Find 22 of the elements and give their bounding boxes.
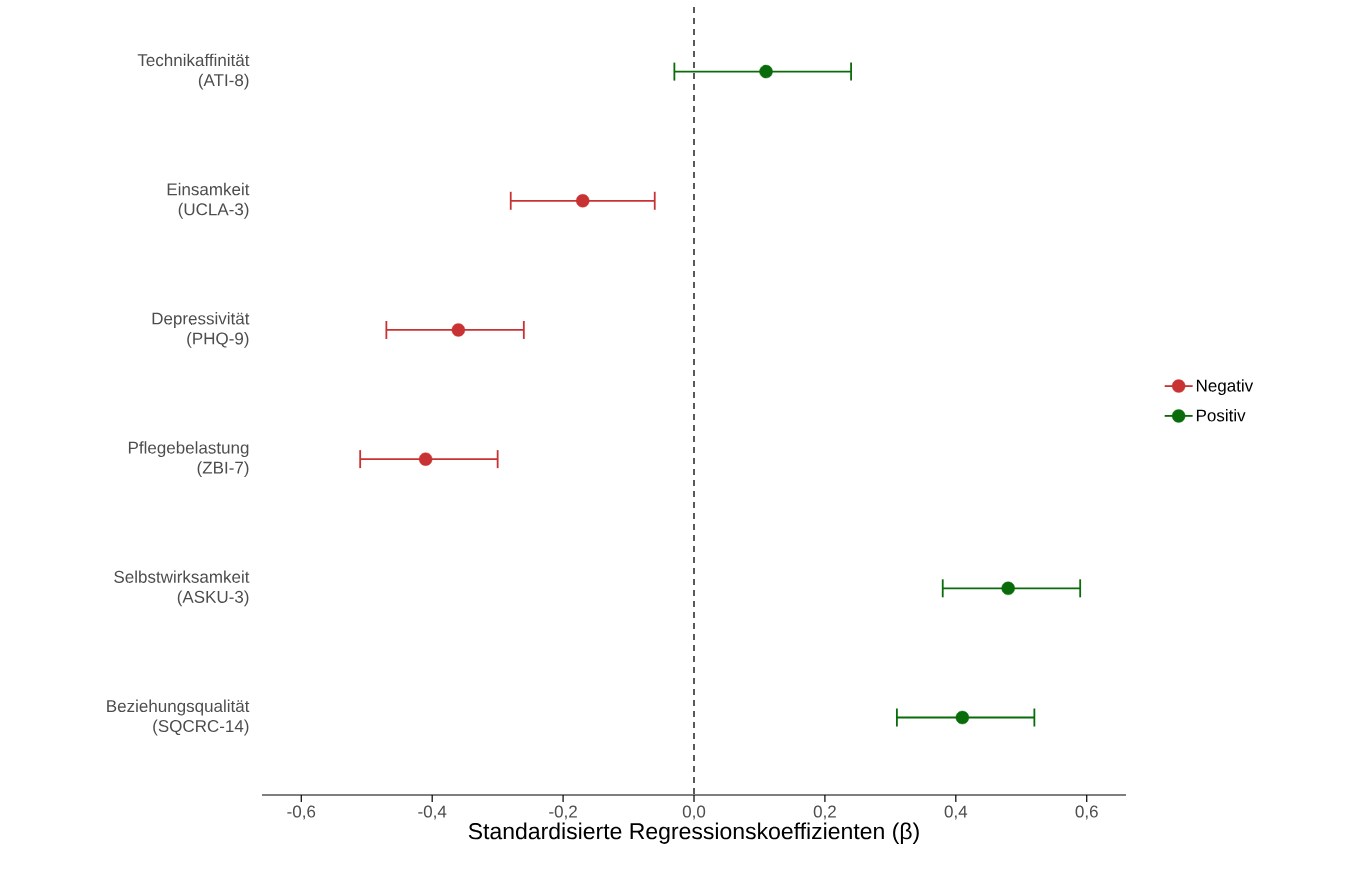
y-tick-label: Pflegebelastung (ZBI-7)	[128, 441, 249, 478]
x-tick-label: -0,4	[418, 805, 447, 820]
y-tick-label: Selbstwirksamkeit (ASKU-3)	[114, 570, 250, 607]
x-tick-label: -0,6	[287, 805, 316, 820]
point	[1001, 581, 1015, 596]
point	[576, 194, 590, 208]
y-tick-label: Beziehungsqualität (SQCRC-14)	[107, 699, 250, 736]
x-tick-label: 0,2	[813, 805, 836, 820]
point	[451, 323, 466, 337]
x-axis-title: Standardisierte Regressionskoeffizienten (β)	[468, 822, 919, 844]
x-tick-label: 0,4	[944, 805, 968, 820]
point	[955, 710, 970, 725]
legend-label: Negativ	[1196, 379, 1254, 396]
y-tick-label: Depressivität (PHQ-9)	[152, 312, 250, 348]
x-tick-label: 0,0	[682, 805, 706, 820]
x-tick-label: -0,2	[549, 805, 577, 820]
y-tick-label: Einsamkeit (UCLA-3)	[167, 182, 250, 219]
y-tick-label: Technikaffinität (ATI-8)	[137, 53, 250, 90]
point	[759, 64, 773, 79]
point	[418, 452, 433, 466]
legend-label: Positiv	[1196, 409, 1246, 422]
x-tick-label: 0,6	[1075, 805, 1098, 820]
